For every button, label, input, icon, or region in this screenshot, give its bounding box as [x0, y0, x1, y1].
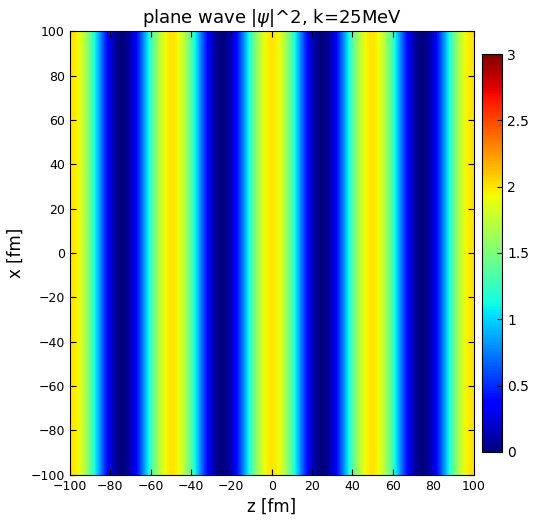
Title: plane wave $|\psi|$^2, k=25MeV: plane wave $|\psi|$^2, k=25MeV: [142, 7, 401, 29]
Y-axis label: x [fm]: x [fm]: [7, 228, 25, 278]
X-axis label: z [fm]: z [fm]: [247, 498, 296, 516]
